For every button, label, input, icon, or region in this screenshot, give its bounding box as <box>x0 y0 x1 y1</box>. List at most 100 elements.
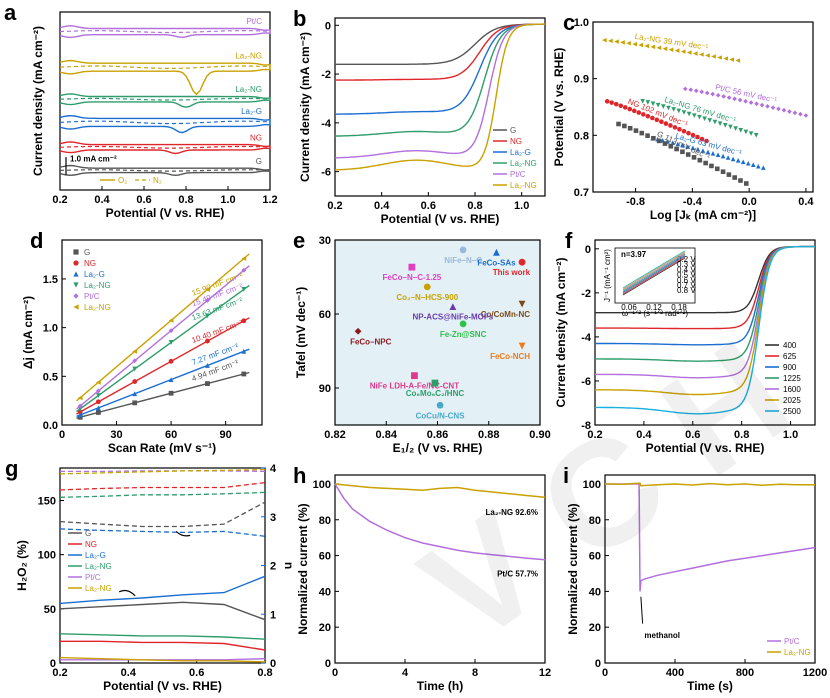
x-tick-label: 1.2 <box>262 194 277 206</box>
legend-n2-label: N₂ <box>153 176 162 185</box>
tafel-point <box>639 130 645 136</box>
inset-legend-label: 0.6 V <box>677 276 696 285</box>
y-tick-label: 80 <box>319 515 331 527</box>
tafel-point <box>700 148 706 153</box>
tafel-point <box>693 88 699 94</box>
tafel-point <box>659 119 664 124</box>
y2-tick-label: 1 <box>270 609 276 621</box>
x-tick-label: 0.84 <box>376 429 398 441</box>
y-tick-label: 0 <box>585 244 591 256</box>
cdl-point <box>95 405 101 411</box>
x-tick-label: 8 <box>472 667 478 679</box>
tafel-point <box>680 142 686 148</box>
x-axis-title: E₁/₂ (V vs. RHE) <box>393 441 483 455</box>
tafel-point <box>714 166 720 172</box>
tafel-point <box>640 99 645 104</box>
tafel-point <box>715 152 721 157</box>
plot-frame <box>334 474 546 664</box>
x-tick-label: 0.8 <box>467 200 482 212</box>
cdl-point <box>77 409 83 415</box>
chrono-curve-0 <box>334 483 546 498</box>
lsv-curve-1 <box>335 23 546 81</box>
tafel-point <box>732 96 737 102</box>
lsv-curve-3 <box>335 23 545 137</box>
literature-label: Co/CoMn-NC <box>481 310 531 319</box>
retention-label: Pt/C 57.7% <box>497 570 538 579</box>
panel-h: 0 4 8 12 0 20 40 60 80 100 Time (h) Normalized curr… <box>293 463 551 693</box>
y-tick-label: 1.5 <box>43 274 58 286</box>
tafel-point <box>697 114 702 120</box>
y-axis-title: Current density (mA cm⁻²) <box>298 32 312 182</box>
tafel-point <box>645 100 651 105</box>
y-tick-label: 30 <box>319 235 331 247</box>
tafel-point <box>654 117 660 123</box>
tafel-point <box>726 172 732 177</box>
y2-tick-label: 3 <box>270 512 276 524</box>
cdl-point <box>132 400 138 406</box>
x-tick-label: 0.8 <box>257 667 272 679</box>
cdl-point <box>77 395 83 401</box>
cv-n2-curve-2 <box>59 97 271 101</box>
scale-bar-label: 1.0 mA cm⁻² <box>70 155 117 164</box>
cdl-fit-line-0 <box>76 371 250 419</box>
tafel-point <box>755 163 761 169</box>
tafel-point <box>759 102 765 108</box>
tafel-point <box>674 146 679 152</box>
h2o2-curve-3 <box>59 633 266 640</box>
x-axis-title: Scan Rate (mV s⁻¹) <box>108 441 216 455</box>
tafel-point <box>754 101 759 107</box>
tafel-point <box>709 163 714 169</box>
tafel-point <box>671 107 676 112</box>
legend-marker <box>73 249 79 255</box>
y-tick-label: -2 <box>321 69 331 81</box>
tafel-point <box>690 145 696 151</box>
x-axis-title: Potential (V vs. RHE) <box>106 206 225 220</box>
tafel-point <box>650 101 656 107</box>
literature-label: This work <box>493 268 531 277</box>
tafel-point <box>710 91 715 97</box>
tafel-point <box>730 156 736 162</box>
cdl-point <box>241 286 247 292</box>
x-tick-label: 0.4 <box>636 429 652 441</box>
tafel-point <box>723 56 728 61</box>
y-tick-label: 80 <box>589 515 601 527</box>
tafel-point <box>688 87 694 93</box>
panel-letter: h <box>293 463 306 488</box>
inset-x-tick: 0.06 <box>621 303 637 312</box>
cv-n2-curve-1 <box>59 65 271 70</box>
tafel-point <box>609 100 615 105</box>
cv-o2-curve-4 <box>59 141 271 155</box>
cdl-point <box>241 256 247 261</box>
cdl-point <box>205 338 210 344</box>
tafel-point <box>733 126 738 131</box>
legend-label: 2025 <box>783 396 801 405</box>
y-axis-title: Current density (mA cm⁻²) <box>31 26 45 176</box>
inset-kl-line <box>622 254 686 292</box>
panel-letter: a <box>4 0 17 25</box>
tafel-point <box>703 160 708 166</box>
x-tick-label: 60 <box>165 429 177 441</box>
y-tick-label: 20 <box>319 622 331 634</box>
tafel-point <box>681 110 687 115</box>
tafel-point <box>650 115 655 121</box>
literature-point <box>431 379 439 387</box>
tafel-point <box>738 127 744 133</box>
cv-n2-curve-4 <box>59 145 271 149</box>
cdl-point <box>95 388 101 394</box>
literature-label: FeCo–NPC <box>350 337 392 346</box>
y-tick-label: 0 <box>50 658 56 670</box>
tafel-point <box>743 98 748 104</box>
y-axis-title: Potential (V vs. RHE) <box>552 48 566 167</box>
y-tick-label: 0.7 <box>574 187 589 199</box>
tafel-point <box>668 123 673 128</box>
tafel-point <box>704 138 709 144</box>
tafel-point <box>743 129 749 135</box>
tafel-point <box>662 46 668 52</box>
panel-letter: d <box>30 228 43 253</box>
y-axis-title: Δj (mA cm⁻²) <box>21 296 35 369</box>
tafel-point <box>787 109 792 114</box>
cdl-point <box>168 318 174 323</box>
tafel-point <box>705 149 711 155</box>
literature-label: NiFe–N–C <box>444 256 482 265</box>
